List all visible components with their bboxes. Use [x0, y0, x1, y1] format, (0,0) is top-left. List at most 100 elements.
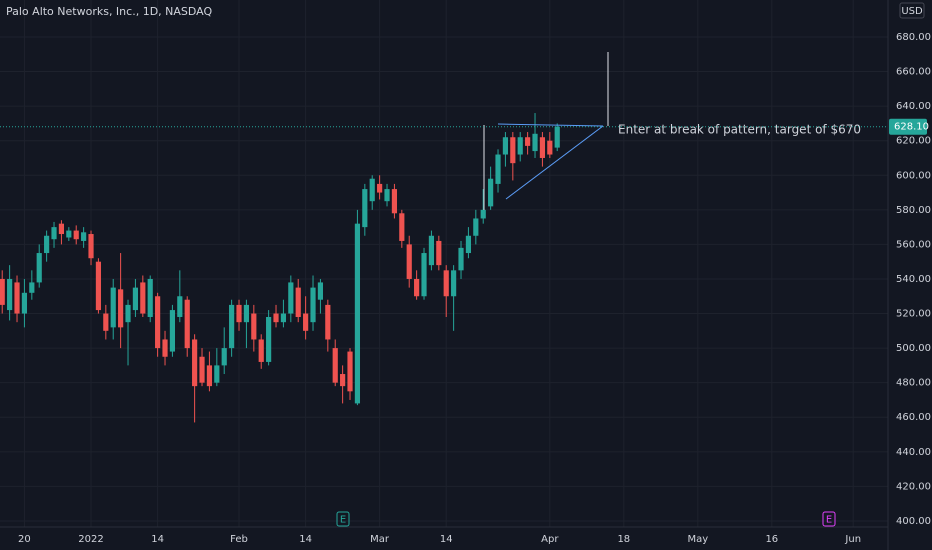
candle-body	[539, 137, 546, 158]
candle-body	[369, 178, 375, 202]
candle-body	[169, 310, 176, 352]
candle-body	[206, 365, 213, 387]
candle-body	[421, 253, 427, 297]
candle-body	[295, 287, 301, 317]
candle-body	[473, 218, 479, 236]
earnings-label: E	[340, 515, 346, 526]
x-tick-label: Feb	[230, 534, 248, 545]
y-tick-label: 560.00	[896, 239, 931, 250]
candle-body	[347, 351, 353, 392]
candle-body	[236, 304, 242, 323]
x-tick-label: Apr	[541, 534, 559, 545]
x-tick-label: 18	[617, 534, 630, 545]
y-tick-label: 600.00	[896, 170, 931, 181]
y-tick-label: 500.00	[896, 343, 931, 354]
candle-body	[229, 304, 235, 349]
candle-body	[495, 154, 501, 184]
y-tick-label: 480.00	[896, 378, 931, 389]
candle-body	[428, 235, 435, 266]
candle-body	[317, 282, 324, 300]
candle-body	[51, 227, 57, 240]
chart-title: Palo Alto Networks, Inc., 1D, NASDAQ	[6, 5, 212, 18]
candle-body	[532, 133, 538, 152]
candle-body	[184, 299, 190, 349]
candle-body	[554, 126, 560, 148]
candle-body	[243, 304, 250, 323]
candle-body	[58, 223, 65, 235]
last-price-box	[889, 118, 927, 135]
pattern-top-line	[497, 123, 604, 127]
candle-body	[362, 189, 368, 228]
candle-body	[147, 278, 153, 317]
candle-body	[502, 137, 509, 155]
candle-body	[273, 313, 279, 323]
candle-body	[155, 296, 161, 349]
last-price-label: 628.10	[894, 122, 929, 133]
candle-body	[443, 270, 449, 297]
candle-body	[266, 316, 272, 362]
y-tick-label: 660.00	[896, 67, 931, 78]
candle-body	[199, 356, 205, 383]
candle-body	[36, 253, 42, 283]
candle-body	[214, 365, 220, 383]
candle-body	[140, 282, 146, 314]
candle-body	[406, 244, 412, 279]
earnings-badge[interactable]	[336, 511, 350, 527]
candle-body	[354, 223, 361, 404]
currency-box[interactable]	[899, 2, 925, 19]
x-tick-label: 20	[18, 534, 31, 545]
candle-body	[66, 230, 72, 238]
y-tick-label: 580.00	[896, 205, 931, 216]
candle-body	[192, 339, 198, 387]
annotation: Enter at break of pattern, target of $67…	[618, 123, 861, 137]
candle-body	[458, 247, 464, 271]
candle-body	[510, 137, 516, 164]
candle-body	[14, 282, 20, 314]
x-tick-label: May	[687, 534, 708, 545]
currency: USD	[901, 6, 923, 17]
candle-body	[517, 137, 523, 155]
candle-body	[103, 313, 109, 331]
candle-body	[95, 261, 102, 311]
candle-body	[525, 137, 531, 146]
y-tick-label: 540.00	[896, 274, 931, 285]
candle-body	[310, 287, 316, 323]
y-tick-label: 420.00	[896, 481, 931, 492]
x-tick-label: Mar	[370, 534, 390, 545]
candle-body	[280, 313, 287, 323]
x-tick-label: 14	[440, 534, 453, 545]
candle-body	[0, 278, 5, 305]
candle-body	[7, 278, 13, 311]
candle-body	[391, 189, 398, 214]
earnings-badge[interactable]	[822, 511, 836, 527]
y-tick-label: 460.00	[896, 412, 931, 423]
candle-body	[488, 178, 494, 207]
candle-body	[81, 232, 87, 241]
x-tick-label: 14	[151, 534, 164, 545]
candle-body	[377, 183, 383, 193]
candle-body	[162, 339, 168, 357]
candle-body	[251, 313, 257, 340]
candle-body	[177, 296, 183, 317]
candle-body	[258, 339, 264, 362]
candle-body	[73, 230, 79, 240]
y-tick-label: 520.00	[896, 309, 931, 320]
candle-body	[384, 189, 390, 202]
y-tick-label: 680.00	[896, 32, 931, 43]
candle-body	[288, 282, 294, 314]
candle-body	[221, 348, 227, 366]
x-tick-label: Jun	[844, 534, 861, 545]
y-tick-label: 620.00	[896, 136, 931, 147]
candle-body	[125, 304, 131, 323]
candle-body	[110, 287, 116, 328]
y-tick-label: 400.00	[896, 516, 931, 527]
candle-body	[547, 140, 553, 155]
candle-body	[29, 282, 35, 293]
candle-body	[436, 240, 442, 266]
y-tick-label: 440.00	[896, 447, 931, 458]
candle-body	[132, 287, 139, 311]
candle-body	[325, 304, 331, 340]
candle-body	[21, 292, 28, 314]
